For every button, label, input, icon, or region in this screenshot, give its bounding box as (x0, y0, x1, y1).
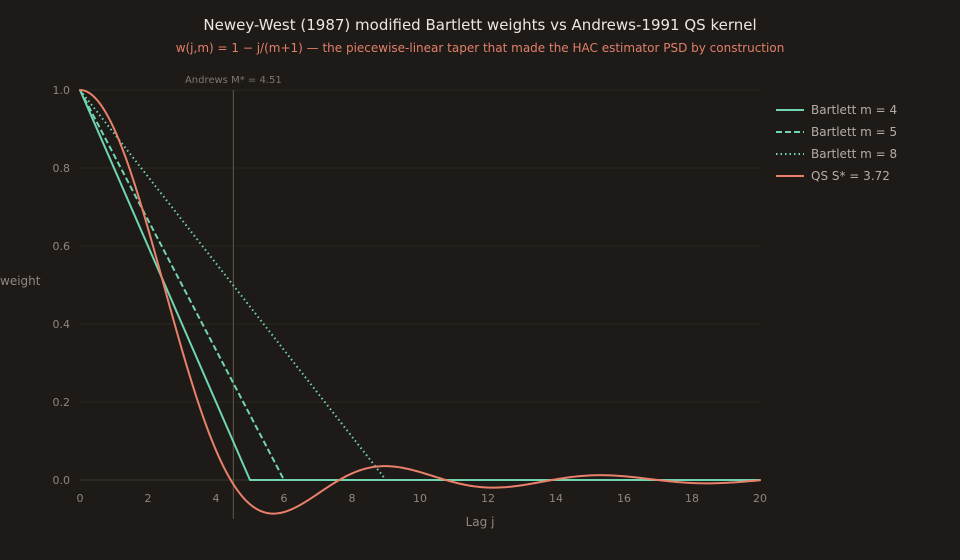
series-line-bartlett-0 (79, 89, 761, 481)
legend[interactable]: Bartlett m = 4 Bartlett m = 5 Bartlett m =… (776, 103, 897, 183)
x-tick-label: 10 (413, 492, 427, 505)
y-tick-label: 0.0 (53, 474, 71, 487)
x-tick-label: 8 (349, 492, 356, 505)
x-tick-label: 14 (549, 492, 563, 505)
x-tick-label: 4 (213, 492, 220, 505)
x-tick-label: 12 (481, 492, 495, 505)
annotation-group: Andrews M* = 4.51 (185, 75, 282, 519)
y-tick-label: 0.4 (53, 318, 71, 331)
x-tick-label: 0 (77, 492, 84, 505)
y-axis-label: weight (0, 274, 41, 288)
x-tick-label: 6 (281, 492, 288, 505)
y-tick-label: 0.6 (53, 240, 71, 253)
tick-labels: 0 2 4 6 8 10 12 14 16 18 20 0.0 0.2 0.4 0.6 0.8 1.0 (53, 84, 768, 505)
legend-label: Bartlett m = 4 (811, 103, 897, 117)
legend-label: Bartlett m = 5 (811, 125, 897, 139)
andrews-mstar-label: Andrews M* = 4.51 (185, 75, 282, 86)
series-group (79, 89, 761, 515)
legend-label: Bartlett m = 8 (811, 147, 897, 161)
series-line-qs-3 (79, 89, 761, 515)
chart-title: Newey-West (1987) modified Bartlett weig… (203, 16, 756, 34)
y-tick-label: 0.2 (53, 396, 71, 409)
x-axis-label: Lag j (466, 515, 495, 529)
x-tick-label: 18 (685, 492, 699, 505)
chart-subtitle: w(j,m) = 1 − j/(m+1) — the piecewise-lin… (176, 41, 785, 55)
x-tick-label: 20 (753, 492, 767, 505)
series-line-bartlett-1 (79, 89, 285, 481)
legend-label: QS S* = 3.72 (811, 169, 890, 183)
x-tick-label: 2 (145, 492, 152, 505)
x-tick-label: 16 (617, 492, 631, 505)
series-line-bartlett-2 (79, 89, 387, 481)
y-tick-label: 1.0 (53, 84, 71, 97)
y-tick-label: 0.8 (53, 162, 71, 175)
